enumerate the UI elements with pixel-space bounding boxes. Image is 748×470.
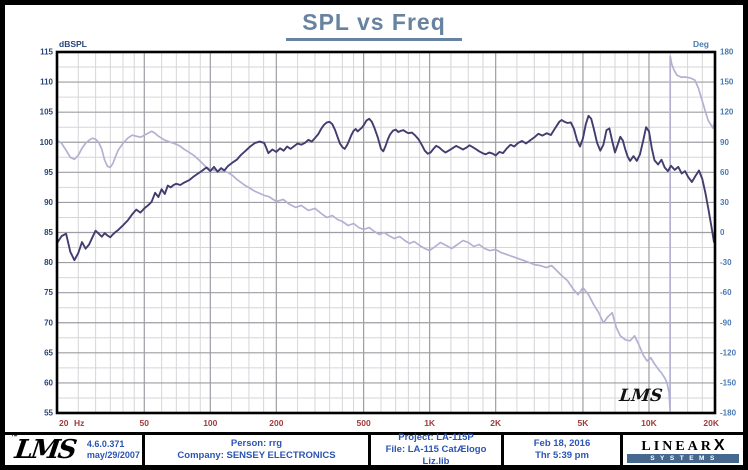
left-axis-tick: 65 (44, 348, 53, 357)
x-axis-unit: Hz (74, 418, 84, 428)
x-axis-tick: 5K (578, 418, 590, 428)
person-company-cell: Person: rrg Company: SENSEY ELECTRONICS (145, 435, 371, 465)
left-axis-tick: 95 (44, 168, 53, 177)
linearx-x-glyph: X (713, 436, 725, 454)
x-axis-tick: 20 (59, 418, 69, 428)
left-axis-tick: 100 (40, 138, 54, 147)
version-block: 4.6.0.371 may/29/2007 (87, 439, 140, 462)
left-axis-label: dBSPL (59, 39, 87, 49)
version-date: may/29/2007 (86, 450, 140, 460)
spl-curve (56, 114, 716, 262)
left-axis-tick: 60 (44, 378, 53, 387)
x-axis-tick: 2K (490, 418, 502, 428)
right-axis-tick: -30 (720, 258, 732, 267)
right-axis-tick: 60 (720, 168, 729, 177)
left-axis-tick: 110 (40, 78, 53, 87)
left-axis-tick: 75 (44, 288, 53, 297)
plot-border (55, 50, 717, 415)
version-number: 4.6.0.371 (86, 438, 125, 449)
x-axis-tick: 1K (424, 418, 436, 428)
page-title: SPL vs Freq (286, 9, 462, 41)
right-axis-tick: 90 (720, 138, 729, 147)
linearx-brand-cell: LINEARX SYSTEMS (623, 435, 743, 465)
right-axis-tick: -60 (720, 288, 732, 297)
left-axis-tick: 70 (44, 318, 53, 327)
left-axis-tick: 55 (44, 409, 53, 418)
left-axis-tick: 115 (40, 48, 53, 57)
linearx-logo: LINEARX SYSTEMS (627, 436, 739, 463)
right-axis-tick: -120 (720, 348, 737, 357)
chart-header: SPL vs Freq (5, 9, 743, 41)
project-label: Project: LA-115P (398, 432, 474, 443)
x-axis-tick: 200 (269, 418, 283, 428)
lms-watermark: LMS (617, 386, 663, 406)
info-bar: ™ LMS 4.6.0.371 may/29/2007 Person: rrg C… (5, 432, 743, 465)
left-axis-tick: 90 (44, 198, 53, 207)
trademark-symbol: ™ (10, 434, 19, 441)
linearx-systems-bar: SYSTEMS (627, 453, 739, 463)
x-axis-tick: 10K (641, 418, 657, 428)
x-axis-tick: 20K (703, 418, 719, 428)
phase-curve (56, 55, 716, 412)
right-axis-tick: 180 (720, 48, 734, 57)
date-label: Feb 18, 2016 (533, 438, 591, 449)
right-axis-label: Deg (693, 39, 709, 49)
file-label: File: LA-115 CatÆlogo Liz.lib (385, 444, 487, 467)
linearx-wordmark: LINEARX (641, 436, 725, 454)
person-label: Person: rrg (230, 438, 283, 449)
lms-logo-text: LMS (12, 435, 77, 465)
lms-logo: ™ LMS (10, 434, 77, 465)
app-version-cell: ™ LMS 4.6.0.371 may/29/2007 (5, 434, 145, 465)
x-axis-tick: 50 (140, 418, 150, 428)
right-axis-tick: -180 (720, 409, 737, 418)
right-axis-tick: 30 (720, 198, 729, 207)
x-axis-tick: 100 (203, 418, 217, 428)
right-axis-tick: 0 (720, 228, 725, 237)
x-axis-tick: 500 (357, 418, 371, 428)
company-label: Company: SENSEY ELECTRONICS (177, 450, 336, 461)
right-axis-tick: -90 (720, 318, 732, 327)
project-file-cell: Project: LA-115P File: LA-115 CatÆlogo L… (371, 432, 504, 467)
time-label: Thr 5:39 pm (535, 450, 589, 461)
left-axis-tick: 85 (44, 228, 53, 237)
left-axis-tick: 80 (44, 258, 53, 267)
right-axis-tick: -150 (720, 378, 737, 387)
spl-vs-freq-chart: 115 110 105 100 95 90 85 80 75 70 65 60 55 180 150 120 9… (40, 39, 737, 428)
right-axis-tick: 120 (720, 108, 734, 117)
left-axis-tick: 105 (40, 108, 54, 117)
right-axis-tick: 150 (720, 78, 734, 87)
datetime-cell: Feb 18, 2016 Thr 5:39 pm (504, 435, 623, 465)
